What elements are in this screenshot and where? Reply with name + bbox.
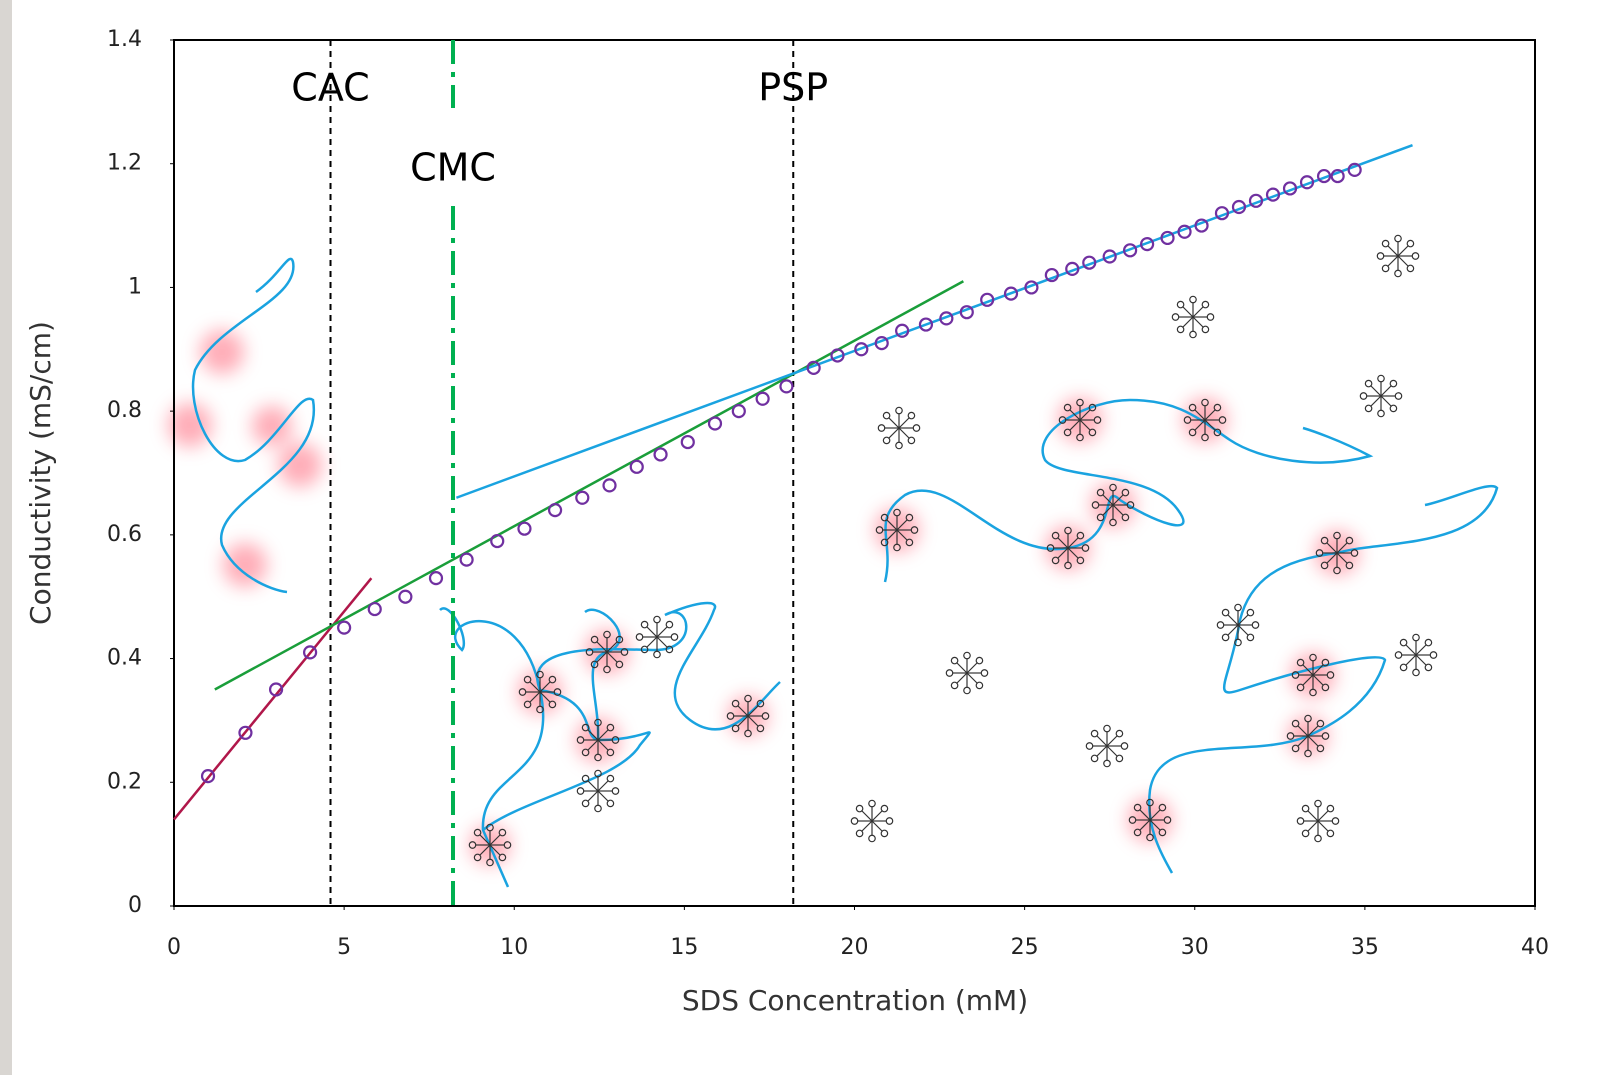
x-axis-label: SDS Concentration (mM) xyxy=(682,984,1028,1017)
data-point xyxy=(1102,249,1117,264)
y-tick-label: 1 xyxy=(128,274,142,299)
data-point xyxy=(1024,280,1039,295)
data-point xyxy=(980,292,995,307)
data-point xyxy=(1214,206,1230,221)
data-point xyxy=(490,533,505,549)
y-tick-label: 0 xyxy=(128,893,142,918)
data-point xyxy=(398,589,413,604)
reference-label: CAC xyxy=(291,66,369,110)
data-point xyxy=(575,490,590,505)
micelles xyxy=(468,234,1438,867)
data-point xyxy=(939,311,954,326)
data-point xyxy=(367,601,382,617)
y-tick-label: 1.4 xyxy=(107,27,142,52)
x-tick-label: 15 xyxy=(670,935,698,960)
data-point xyxy=(854,342,869,357)
data-point xyxy=(1194,218,1209,233)
data-point xyxy=(1044,267,1059,283)
x-tick-label: 40 xyxy=(1521,935,1549,960)
plot-frame xyxy=(173,39,1536,907)
y-tick-label: 0.8 xyxy=(107,398,142,423)
data-point xyxy=(1248,193,1264,208)
x-tick-label: 5 xyxy=(337,935,351,960)
x-tick-label: 0 xyxy=(167,935,181,960)
data-point xyxy=(517,521,532,536)
data-point xyxy=(268,682,284,697)
data-point xyxy=(1065,261,1080,276)
y-tick-label: 0.2 xyxy=(107,769,142,794)
data-point xyxy=(707,416,723,431)
data-point xyxy=(1140,237,1155,252)
side-strip xyxy=(0,0,12,1075)
data-point xyxy=(547,503,563,518)
data-point xyxy=(731,404,746,419)
data-point xyxy=(779,379,794,394)
y-tick-label: 0.4 xyxy=(107,646,142,671)
data-point xyxy=(1282,181,1298,196)
data-point xyxy=(602,478,617,493)
data-point xyxy=(806,360,821,375)
y-tick-label: 0.6 xyxy=(107,522,142,547)
data-point xyxy=(1231,199,1247,215)
data-point xyxy=(1160,230,1175,246)
data-point xyxy=(1082,255,1097,270)
data-point xyxy=(959,305,974,320)
data-point xyxy=(653,447,668,462)
fit-line xyxy=(455,143,1413,499)
polymer-chains xyxy=(191,257,1499,888)
data-point xyxy=(1123,243,1138,258)
data-point xyxy=(1347,162,1362,177)
x-tick-label: 35 xyxy=(1351,935,1379,960)
data-point xyxy=(459,552,474,567)
fit-line xyxy=(214,280,964,691)
data-point xyxy=(755,391,770,406)
data-point xyxy=(1265,187,1281,202)
data-point xyxy=(200,768,216,784)
data-point xyxy=(238,725,253,740)
x-tick-label: 25 xyxy=(1011,935,1039,960)
data-point xyxy=(895,323,910,338)
data-point xyxy=(918,317,934,332)
data-point xyxy=(1316,168,1332,184)
y-tick-label: 1.2 xyxy=(107,151,142,176)
x-tick-label: 10 xyxy=(500,935,528,960)
data-point xyxy=(830,348,845,363)
reference-label: CMC xyxy=(410,146,496,190)
y-axis-label: Conductivity (mS/cm) xyxy=(24,321,57,625)
fit-line xyxy=(173,577,373,821)
data-point xyxy=(1177,224,1192,239)
data-point xyxy=(629,459,644,474)
illustration xyxy=(168,234,1499,888)
data-point xyxy=(337,620,352,635)
data-point xyxy=(874,336,889,351)
reference-label: PSP xyxy=(758,66,828,110)
data-point xyxy=(1330,168,1345,184)
data-point xyxy=(303,645,318,660)
x-tick-label: 30 xyxy=(1181,935,1209,960)
data-point xyxy=(680,434,695,450)
x-tick-label: 20 xyxy=(841,935,869,960)
data-point xyxy=(1003,286,1019,301)
data-point xyxy=(1299,175,1315,190)
data-point xyxy=(428,571,444,586)
